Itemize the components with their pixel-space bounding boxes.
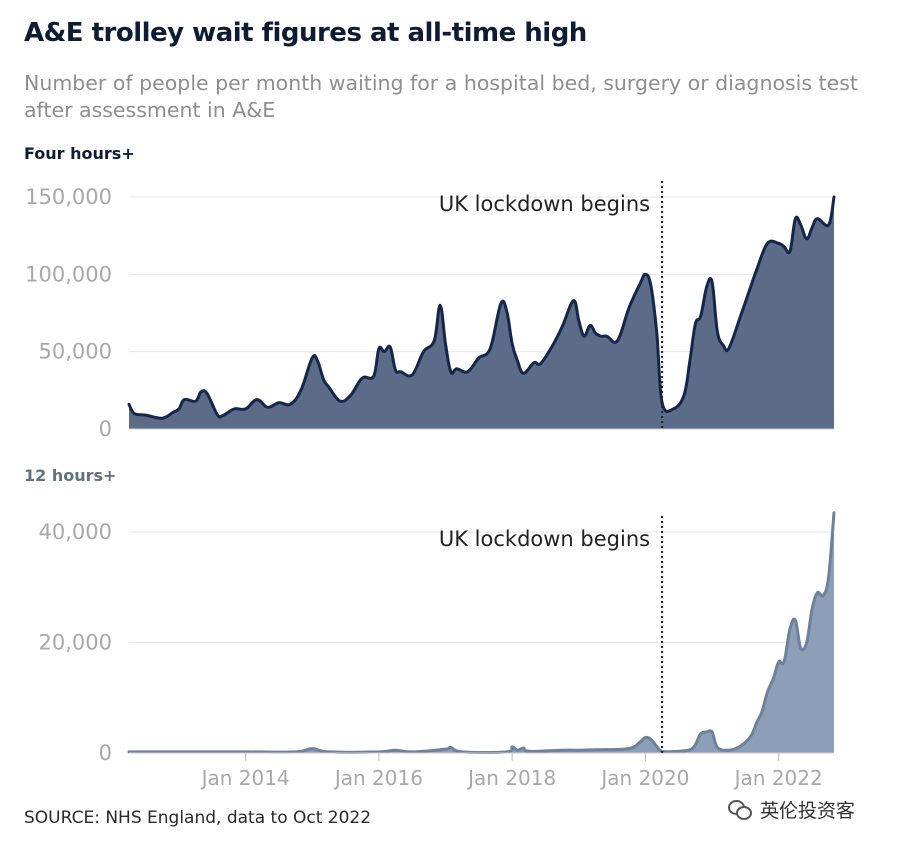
x-tick-label: Jan 2016 [333, 766, 423, 790]
four-hours-y-tick-label: 50,000 [39, 340, 112, 364]
x-tick-label: Jan 2022 [733, 766, 823, 790]
twelve-hours-y-tick-label: 20,000 [39, 631, 112, 655]
twelve-hours-area [129, 512, 834, 753]
four-hours-series-line [127, 195, 836, 420]
x-tick-label: Jan 2014 [200, 766, 290, 790]
chart-subtitle: Number of people per month waiting for a… [24, 71, 858, 122]
four-hours-y-tick-label: 0 [99, 417, 112, 441]
four-hours-y-tick-label: 100,000 [25, 262, 112, 286]
twelve-hours-y-tick-label: 0 [99, 741, 112, 765]
chart-title: A&E trolley wait figures at all-time hig… [24, 18, 587, 48]
four-hours-lockdown-label: UK lockdown begins [439, 192, 650, 216]
watermark: 英伦投资客 [728, 796, 855, 823]
panel-title-four-hours: Four hours+ [24, 144, 135, 163]
chat-bubbles-icon [728, 799, 752, 820]
four-hours-area [129, 197, 834, 429]
source-note: SOURCE: NHS England, data to Oct 2022 [24, 808, 372, 828]
watermark-text: 英伦投资客 [760, 800, 856, 822]
x-tick-label: Jan 2018 [466, 766, 556, 790]
twelve-hours-lockdown-label: UK lockdown begins [439, 527, 650, 551]
x-tick-label: Jan 2020 [599, 766, 689, 790]
twelve-hours-y-tick-label: 40,000 [39, 520, 112, 544]
panel-title-twelve-hours: 12 hours+ [24, 466, 117, 485]
four-hours-y-tick-label: 150,000 [25, 185, 112, 209]
